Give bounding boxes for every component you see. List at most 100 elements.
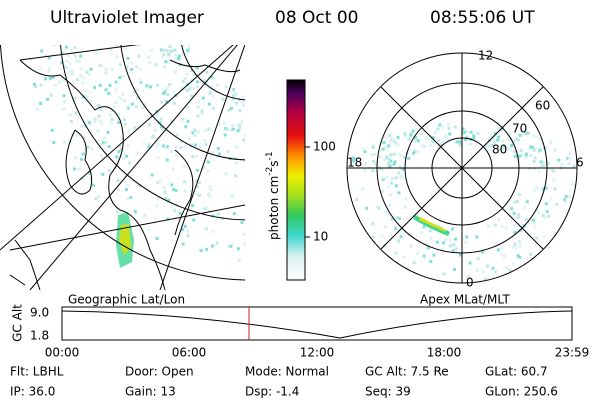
speck <box>183 164 187 168</box>
speck <box>73 45 77 49</box>
speck <box>89 40 92 43</box>
speck <box>514 137 518 141</box>
info-field: GC Alt: 7.5 Re <box>365 365 449 379</box>
speck <box>236 129 240 133</box>
speck <box>524 152 528 156</box>
speck <box>525 131 529 135</box>
map-label: Geographic Lat/Lon <box>68 293 185 307</box>
speck <box>252 161 255 164</box>
speck <box>200 109 204 113</box>
speck <box>75 78 79 82</box>
speck <box>84 94 88 98</box>
speck <box>483 277 487 281</box>
speck <box>389 181 393 185</box>
speck <box>557 158 561 162</box>
speck <box>98 83 102 87</box>
speck <box>524 218 528 222</box>
speck <box>398 153 402 157</box>
speck <box>404 196 408 200</box>
speck <box>491 266 495 270</box>
speck <box>87 120 91 124</box>
speck <box>422 225 426 229</box>
lat-label: 60 <box>535 99 550 113</box>
speck <box>138 39 141 42</box>
speck <box>84 89 88 93</box>
speck <box>383 225 387 229</box>
speck <box>462 131 466 135</box>
speck <box>147 145 151 149</box>
speck <box>253 97 256 100</box>
speck <box>245 107 248 110</box>
speck <box>572 164 576 168</box>
speck <box>251 229 254 232</box>
speck <box>442 241 446 245</box>
speck <box>553 148 557 152</box>
speck <box>181 40 184 43</box>
speck <box>211 106 215 110</box>
speck <box>553 231 557 235</box>
speck <box>494 241 498 245</box>
speck <box>493 131 497 135</box>
speck <box>425 137 429 141</box>
speck <box>141 106 145 110</box>
speck <box>139 80 143 84</box>
speck <box>68 61 72 65</box>
speck <box>439 143 443 147</box>
speck <box>453 125 457 129</box>
speck <box>94 197 98 201</box>
speck <box>394 227 398 231</box>
speck <box>173 38 176 41</box>
speck <box>384 210 388 214</box>
speck <box>500 246 504 250</box>
speck <box>238 109 242 113</box>
speck <box>160 126 164 130</box>
speck <box>201 96 205 100</box>
speck <box>172 48 176 52</box>
speck <box>161 144 165 148</box>
speck <box>110 117 114 121</box>
speck <box>186 48 190 52</box>
speck <box>544 216 548 220</box>
speck <box>91 183 95 187</box>
speck <box>506 134 510 138</box>
speck <box>156 197 160 201</box>
speck <box>166 61 170 65</box>
speck <box>136 183 140 187</box>
speck <box>563 198 567 202</box>
speck <box>158 121 162 125</box>
speck <box>529 145 533 149</box>
speck <box>399 174 403 178</box>
speck <box>155 40 158 43</box>
speck <box>365 206 369 210</box>
colorbar-unit: photon cm-2s-1 <box>265 151 281 240</box>
speck <box>104 71 108 75</box>
speck <box>440 124 444 128</box>
speck <box>232 97 236 101</box>
speck <box>389 159 393 163</box>
unit-mid: s <box>267 160 281 166</box>
speck <box>426 246 430 250</box>
speck <box>505 266 509 270</box>
speck <box>449 244 453 248</box>
speck <box>413 149 417 153</box>
speck <box>438 123 442 127</box>
speck <box>249 215 252 218</box>
speck <box>65 66 69 70</box>
speck <box>114 88 118 92</box>
speck <box>69 48 73 52</box>
speck <box>431 140 435 144</box>
speck <box>393 160 397 164</box>
speck <box>100 121 104 125</box>
speck <box>114 80 118 84</box>
speck <box>218 122 222 126</box>
speck <box>371 222 375 226</box>
speck <box>168 45 172 48</box>
speck <box>537 211 541 215</box>
speck <box>444 238 448 242</box>
speck <box>159 117 163 121</box>
time-tick: 00:00 <box>45 346 80 360</box>
speck <box>187 45 191 48</box>
speck <box>114 101 118 105</box>
speck <box>383 158 387 162</box>
speck <box>408 232 412 236</box>
